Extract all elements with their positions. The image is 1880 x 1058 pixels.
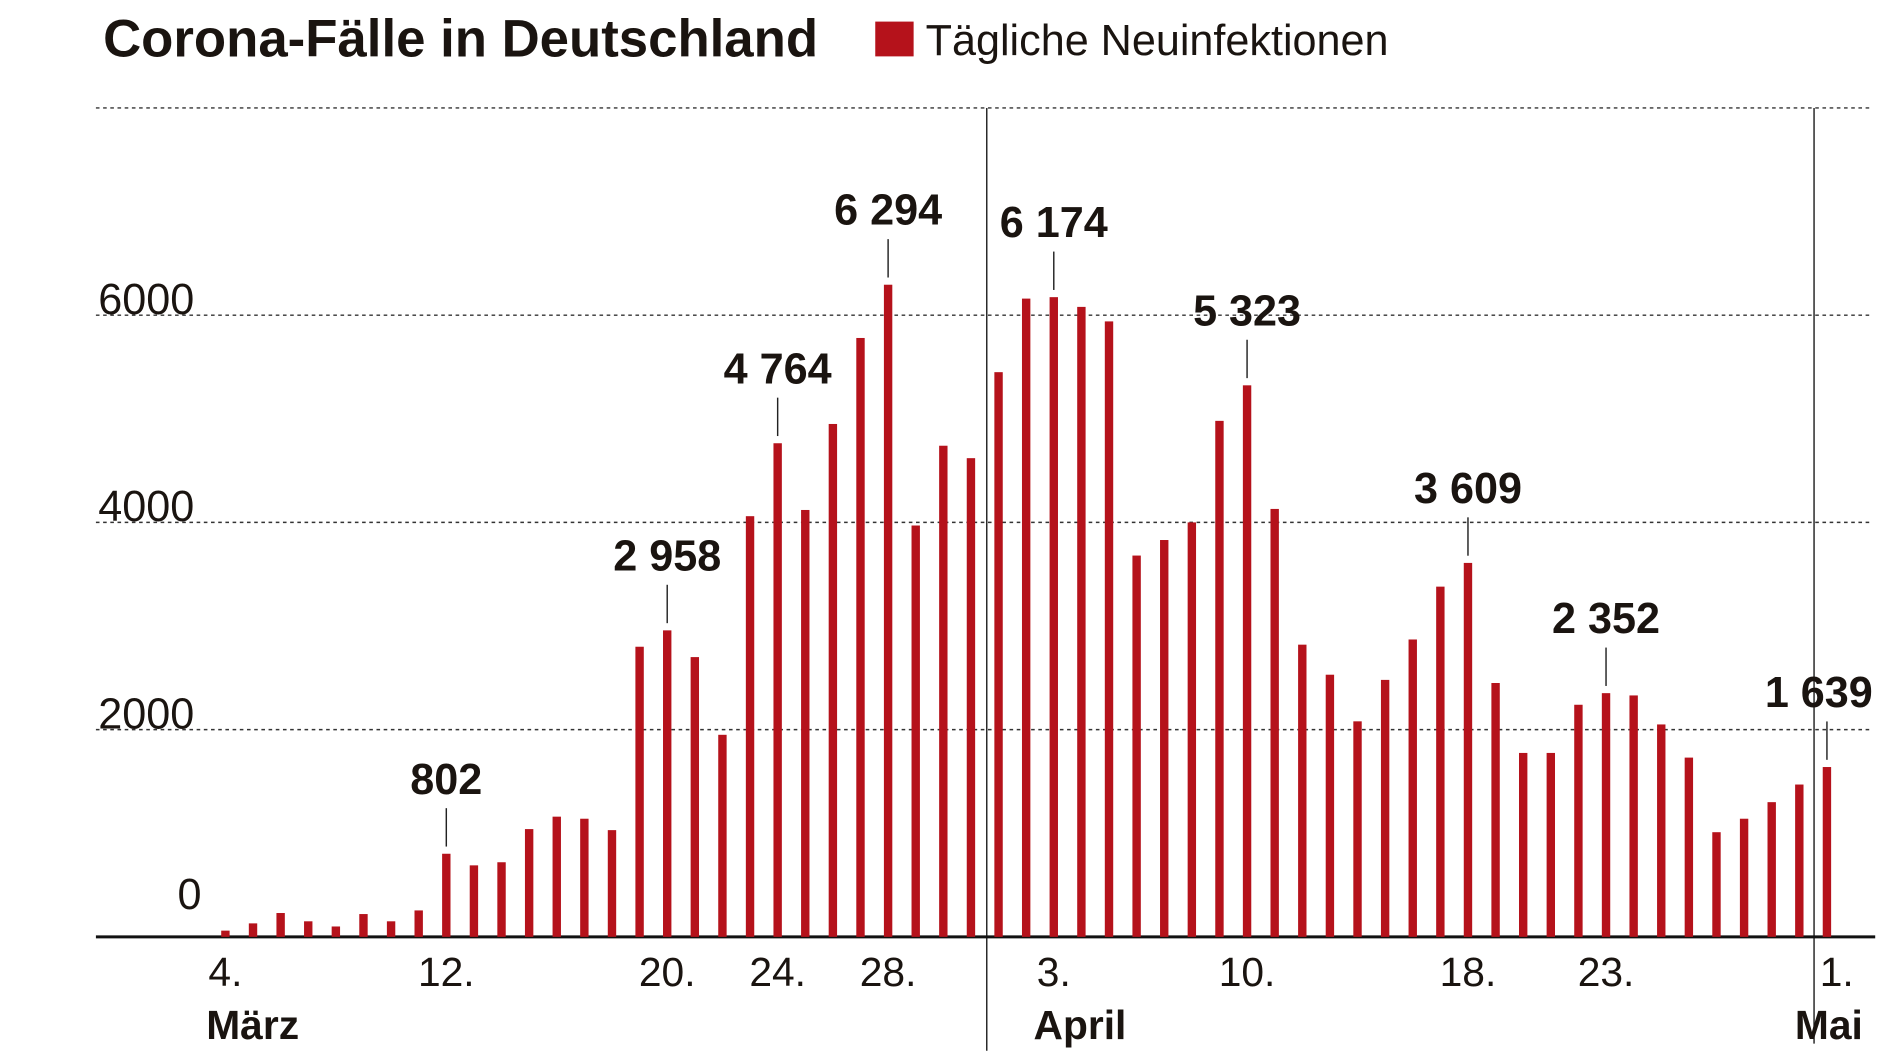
bar [994,372,1003,937]
bar [1215,420,1224,937]
bar [1601,693,1611,937]
bar [1657,724,1666,937]
bar [1077,306,1086,937]
bar [1518,752,1528,937]
data-label: 1 639 [1765,669,1873,717]
chart-title: Corona-Fälle in Deutschland [103,9,818,68]
bar [1491,682,1500,937]
bar [1160,540,1169,937]
x-tick-label: 3. [1037,949,1071,995]
bar [386,921,396,937]
bar [1132,555,1141,937]
x-tick-label: 20. [639,949,696,995]
data-label: 5 323 [1193,287,1301,335]
bar [552,816,561,937]
bar [635,646,644,937]
y-tick-label: 4000 [98,483,194,531]
bar [1187,522,1197,937]
bar [773,443,782,937]
bar [856,337,865,937]
bar [1298,644,1307,937]
bar [1712,832,1721,937]
x-tick-label: 1. [1820,949,1854,995]
legend-swatch [875,21,914,57]
bar [221,930,230,937]
bar [1436,586,1445,937]
bar [718,734,727,937]
x-tick-label: 23. [1578,949,1635,995]
bar [1795,784,1804,937]
bar [1325,674,1335,937]
y-tick-label: 2000 [98,690,194,738]
x-tick-label: 24. [749,949,806,995]
data-label: 3 609 [1414,465,1522,513]
month-label: Mai [1795,1002,1863,1048]
bar [1380,679,1390,937]
bar [248,923,258,937]
x-tick-label: 4. [208,949,242,995]
bar [1629,695,1638,937]
bar [1353,721,1362,937]
bar [580,818,589,937]
bar [414,910,423,937]
y-tick-label: 6000 [98,276,194,324]
data-label: 2 352 [1552,595,1660,643]
data-label: 4 764 [724,345,832,393]
y-tick-label: 0 [177,871,201,919]
data-label: 6 294 [834,187,942,235]
x-tick-label: 12. [418,949,475,995]
bar [690,657,700,937]
bar [1574,704,1583,937]
bar [883,284,893,937]
bar [331,926,341,937]
data-label: 6 174 [1000,199,1108,247]
bar [469,865,479,937]
month-label: März [206,1002,299,1048]
bar [1049,297,1058,937]
month-label: April [1034,1002,1127,1048]
bar [966,458,976,937]
legend-label: Tägliche Neuinfektionen [926,17,1389,65]
bar [1270,508,1279,937]
x-tick-label: 10. [1219,949,1276,995]
bar [442,853,451,937]
bar [304,921,313,937]
bar [607,830,617,937]
data-label: 2 958 [613,532,721,580]
bar [1021,298,1031,937]
bar [1684,757,1694,937]
bar [276,913,285,937]
bar [1546,752,1556,937]
bar [497,862,506,937]
bar [1739,818,1749,937]
x-tick-label: 18. [1440,949,1497,995]
bar [1104,321,1114,937]
bar [1822,767,1832,937]
bar [524,829,534,937]
x-tick-label: 28. [860,949,917,995]
bar [1408,639,1417,937]
bar [828,423,838,937]
bar [939,445,948,937]
bar [1242,385,1252,937]
bar [1463,562,1473,937]
data-label: 802 [410,756,482,804]
bar [1767,802,1776,937]
bar [911,525,920,937]
bar [801,509,810,937]
bar [663,630,672,937]
bar [359,914,368,937]
bar [745,516,755,937]
